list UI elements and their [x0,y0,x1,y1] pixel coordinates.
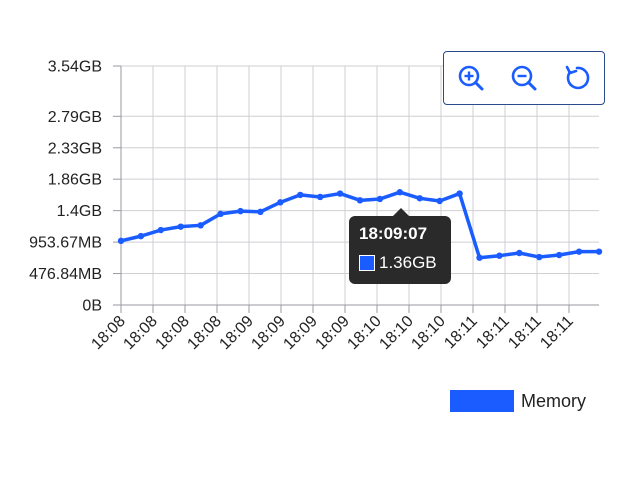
x-tick-label: 18:09 [280,313,320,353]
x-tick-label: 18:10 [376,313,416,353]
x-tick-label: 18:09 [312,313,352,353]
zoom-out-button[interactable] [506,60,542,96]
data-point [436,197,443,205]
y-tick-label: 1.86GB [48,172,102,189]
y-tick-label: 0B [82,298,102,315]
y-tick-label: 2.79GB [48,109,102,126]
legend-swatch [450,390,514,412]
data-point [376,195,384,203]
y-tick-label: 2.33GB [48,140,102,157]
data-point [356,197,364,204]
x-tick-label: 18:11 [537,313,577,353]
data-point [555,251,563,259]
data-point [536,253,543,261]
data-point [316,193,324,201]
data-point [595,248,603,255]
y-tick-label: 953.67MB [29,235,102,252]
x-tick-label: 18:09 [248,313,288,353]
data-point [137,232,145,240]
reset-icon [566,65,590,90]
y-tick-label: 476.84MB [29,266,102,283]
data-point [177,223,184,230]
data-point [157,226,165,234]
x-tick-label: 18:10 [344,313,384,353]
data-point [496,252,503,259]
data-point [575,248,583,255]
data-point [217,210,224,218]
zoom-out-icon [511,65,537,91]
chart-legend[interactable]: Memory [450,390,586,412]
y-tick-label: 3.54GB [48,59,102,76]
data-point [237,207,244,215]
data-point [257,208,264,216]
x-tick-label: 18:08 [88,313,128,353]
x-tick-label: 18:11 [441,313,481,353]
data-point [416,195,423,202]
data-point [396,189,404,196]
zoom-in-icon [458,65,484,91]
x-tick-label: 18:11 [505,313,545,353]
x-tick-label: 18:08 [120,313,160,353]
data-point [117,237,125,245]
data-point [476,254,483,261]
y-tick-label: 1.4GB [57,203,102,220]
tooltip-time: 18:09:07 [359,224,428,243]
data-point [456,190,463,197]
x-tick-label: 18:08 [184,313,224,353]
x-tick-label: 18:09 [216,313,256,353]
chart-toolbar [443,51,605,105]
data-point [277,199,284,206]
data-point [336,190,344,197]
data-point [197,222,204,229]
x-tick-label: 18:11 [473,313,513,353]
tooltip-color-swatch [359,255,375,271]
data-point [297,191,304,199]
zoom-in-button[interactable] [453,60,489,96]
x-tick-label: 18:08 [152,313,192,353]
tooltip-value: 1.36GB [379,253,437,272]
data-point [516,249,523,257]
x-tick-label: 18:10 [408,313,448,353]
legend-label: Memory [521,390,587,411]
reset-zoom-button[interactable] [559,60,595,96]
chart-tooltip: 18:09:07 1.36GB [349,208,451,284]
